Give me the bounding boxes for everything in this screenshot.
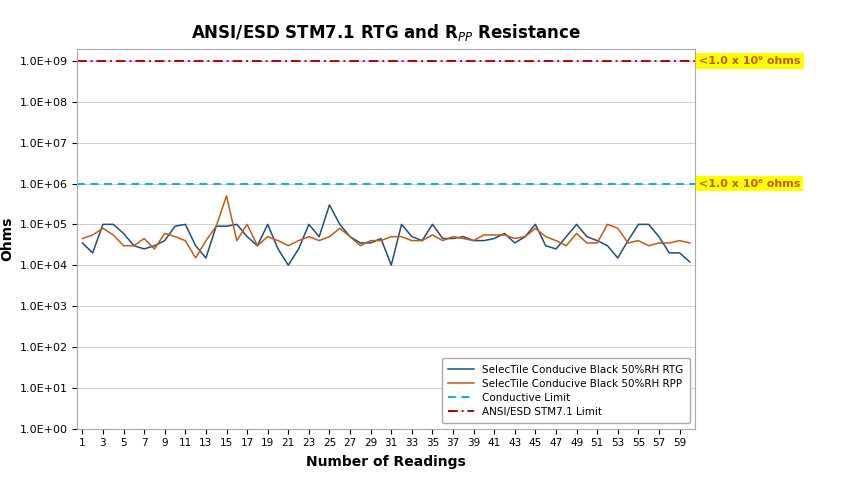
- SelecTile Conducive Black 50%RH RTG: [232, 222, 242, 227]
- Text: <1.0 x 10⁶ ohms: <1.0 x 10⁶ ohms: [699, 179, 801, 188]
- SelecTile Conducive Black 50%RH RPP: [304, 234, 314, 240]
- Text: <1.0 x 10⁹ ohms: <1.0 x 10⁹ ohms: [699, 56, 801, 66]
- Legend: SelecTile Conducive Black 50%RH RTG, SelecTile Conducive Black 50%RH RPP, Conduc: SelecTile Conducive Black 50%RH RTG, Sel…: [442, 358, 690, 423]
- SelecTile Conducive Black 50%RH RTG: [252, 243, 263, 249]
- Conductive Limit: [77, 181, 88, 187]
- X-axis label: Number of Readings: Number of Readings: [306, 455, 466, 469]
- SelecTile Conducive Black 50%RH RPP: [252, 243, 263, 249]
- SelecTile Conducive Black 50%RH RPP: [479, 232, 489, 238]
- SelecTile Conducive Black 50%RH RPP: [180, 238, 190, 244]
- SelecTile Conducive Black 50%RH RPP: [190, 255, 201, 261]
- Title: ANSI/ESD STM7.1 RTG and R$_{PP}$ Resistance: ANSI/ESD STM7.1 RTG and R$_{PP}$ Resista…: [191, 21, 581, 42]
- SelecTile Conducive Black 50%RH RTG: [479, 238, 489, 244]
- SelecTile Conducive Black 50%RH RPP: [293, 238, 304, 244]
- ANSI/ESD STM7.1 Limit: [77, 58, 88, 64]
- SelecTile Conducive Black 50%RH RTG: [324, 202, 335, 208]
- Line: SelecTile Conducive Black 50%RH RTG: SelecTile Conducive Black 50%RH RTG: [82, 205, 690, 265]
- SelecTile Conducive Black 50%RH RTG: [283, 262, 293, 268]
- SelecTile Conducive Black 50%RH RPP: [273, 238, 283, 244]
- Y-axis label: Ohms: Ohms: [0, 216, 14, 261]
- SelecTile Conducive Black 50%RH RTG: [180, 222, 190, 227]
- Conductive Limit: [67, 181, 77, 187]
- SelecTile Conducive Black 50%RH RPP: [685, 240, 695, 246]
- SelecTile Conducive Black 50%RH RTG: [293, 246, 304, 252]
- SelecTile Conducive Black 50%RH RTG: [273, 246, 283, 252]
- ANSI/ESD STM7.1 Limit: [67, 58, 77, 64]
- SelecTile Conducive Black 50%RH RPP: [77, 236, 88, 242]
- Line: SelecTile Conducive Black 50%RH RPP: SelecTile Conducive Black 50%RH RPP: [82, 196, 690, 258]
- SelecTile Conducive Black 50%RH RPP: [221, 193, 232, 199]
- SelecTile Conducive Black 50%RH RTG: [77, 240, 88, 246]
- SelecTile Conducive Black 50%RH RTG: [685, 259, 695, 265]
